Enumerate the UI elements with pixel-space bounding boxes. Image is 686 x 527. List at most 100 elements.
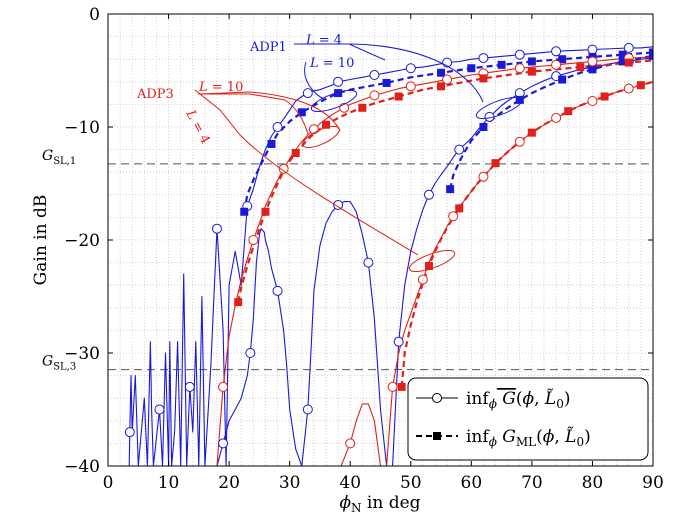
square-marker xyxy=(240,207,249,216)
axis-ticks: 0 10 20 30 40 50 60 70 80 90 −40 −30 −20 −10 0 xyxy=(64,5,664,493)
square-marker xyxy=(588,65,597,74)
square-marker xyxy=(455,204,464,213)
circle-marker xyxy=(272,285,283,296)
square-marker xyxy=(261,207,270,216)
circle-marker xyxy=(405,81,416,92)
circle-marker xyxy=(333,76,344,87)
circle-marker xyxy=(345,438,356,449)
circle-marker xyxy=(417,274,428,285)
x-tick-label: 50 xyxy=(400,473,422,493)
legend: infϕ G(ϕ, L̃0) infϕ GML(ϕ, L̃0) xyxy=(407,377,649,461)
grid xyxy=(108,14,653,466)
square-marker xyxy=(558,75,567,84)
legend-entry-gml: infϕ GML(ϕ, L̃0) xyxy=(466,427,591,449)
square-marker xyxy=(234,298,243,307)
square-marker xyxy=(297,108,306,117)
circle-marker xyxy=(218,381,229,392)
circle-marker xyxy=(448,211,459,222)
square-marker xyxy=(479,74,488,83)
square-marker xyxy=(618,57,627,66)
circle-marker xyxy=(369,90,380,101)
square-marker xyxy=(527,128,536,137)
circle-marker xyxy=(393,336,404,347)
x-tick-label: 90 xyxy=(642,473,664,493)
x-tick-label: 0 xyxy=(103,473,114,493)
circle-marker xyxy=(278,163,289,174)
square-marker xyxy=(618,50,627,59)
square-marker xyxy=(564,107,573,116)
annotation-arrow xyxy=(194,89,419,256)
series-line xyxy=(400,80,653,387)
annotation-label: ADP1 xyxy=(249,40,287,55)
y-tick-label: −30 xyxy=(64,344,100,364)
circle-marker xyxy=(154,404,165,415)
square-marker xyxy=(600,92,609,101)
circle-marker xyxy=(587,96,598,107)
reference-line-label: GSL,3 xyxy=(42,354,76,373)
square-marker xyxy=(497,60,506,69)
square-marker xyxy=(649,51,653,60)
y-tick-label: 0 xyxy=(89,5,100,25)
x-axis-label: ϕN in deg xyxy=(339,493,420,515)
square-marker xyxy=(527,57,536,66)
square-marker xyxy=(437,68,446,77)
annotation-ellipse xyxy=(475,96,523,120)
circle-marker xyxy=(333,199,344,210)
annotation-label: L = 10 xyxy=(198,80,243,95)
circle-marker xyxy=(363,257,374,268)
circle-marker xyxy=(423,189,434,200)
circle-marker xyxy=(302,404,313,415)
square-marker xyxy=(358,103,367,112)
x-tick-label: 20 xyxy=(218,473,240,493)
series-line xyxy=(128,46,653,466)
square-marker xyxy=(267,139,276,148)
annotation-label: L = 10 xyxy=(309,56,354,71)
square-marker xyxy=(334,89,343,98)
y-tick-label: −40 xyxy=(64,457,100,477)
annotation-ellipse xyxy=(310,89,358,113)
circle-marker xyxy=(514,136,525,147)
circle-marker xyxy=(302,88,313,99)
circle-marker xyxy=(478,171,489,182)
circle-marker xyxy=(184,381,195,392)
y-axis-label: Gain in dB xyxy=(31,195,51,286)
circle-marker xyxy=(454,144,465,155)
square-marker xyxy=(576,63,585,72)
circle-marker xyxy=(387,381,398,392)
square-marker xyxy=(624,58,633,67)
x-tick-label: 10 xyxy=(158,473,180,493)
circle-marker xyxy=(405,63,416,74)
circle-marker xyxy=(514,63,525,74)
circle-marker xyxy=(514,49,525,60)
annotation-arrow xyxy=(349,43,484,103)
legend-square-marker xyxy=(433,432,441,440)
legend-circle-marker xyxy=(432,393,442,403)
circle-marker xyxy=(272,122,283,132)
circle-marker xyxy=(478,53,489,64)
square-marker xyxy=(397,382,406,391)
circle-marker xyxy=(623,83,634,94)
x-tick-label: 70 xyxy=(521,473,543,493)
square-marker xyxy=(437,82,446,91)
square-marker xyxy=(424,261,433,270)
circle-marker xyxy=(248,235,259,245)
annotation-label: L = 4 xyxy=(305,33,342,48)
reference-lines: GSL,1 GSL,3 xyxy=(42,148,653,373)
square-marker xyxy=(491,159,500,168)
square-marker xyxy=(291,148,300,157)
circle-marker xyxy=(587,44,598,55)
square-marker xyxy=(479,123,488,131)
square-marker xyxy=(558,55,567,64)
annotation-label: ADP3 xyxy=(136,87,174,102)
circle-marker xyxy=(245,348,256,358)
circle-marker xyxy=(551,112,562,123)
circle-marker xyxy=(218,438,229,449)
annotation-arrow xyxy=(294,43,386,61)
circle-marker xyxy=(551,59,562,70)
square-marker xyxy=(467,64,476,73)
reference-line-label: GSL,1 xyxy=(42,148,76,167)
x-tick-label: 40 xyxy=(339,473,361,493)
circle-marker xyxy=(551,46,562,57)
